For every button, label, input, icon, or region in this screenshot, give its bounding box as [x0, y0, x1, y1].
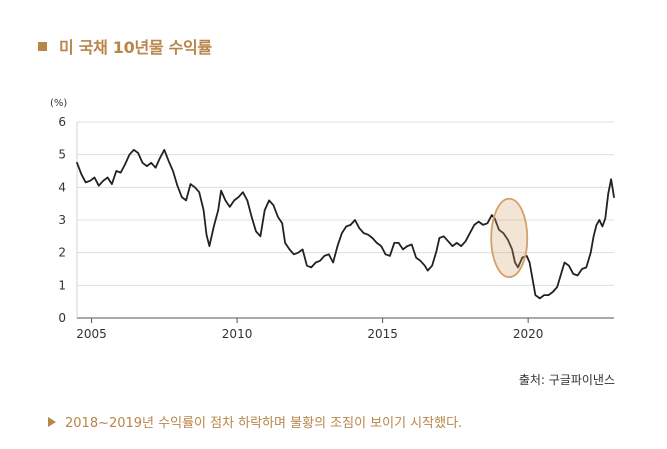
y-tick-labels: 0 1 2 3 4 5 6	[58, 115, 66, 325]
y-axis-label: (%)	[50, 98, 67, 109]
y-tick-label: 4	[58, 180, 66, 194]
annotations-group	[490, 197, 529, 279]
x-tick-label: 2005	[76, 327, 107, 341]
y-tick-label: 5	[58, 148, 66, 162]
series-line	[76, 148, 615, 300]
caption: 2018~2019년 수익률이 점차 하락하며 불황의 조짐이 보이기 시작했다…	[48, 412, 462, 431]
caption-text: 2018~2019년 수익률이 점차 하락하며 불황의 조짐이 보이기 시작했다…	[65, 416, 463, 431]
source-note: 출처: 구글파이낸스	[518, 373, 615, 387]
x-tick-labels: 2005 2010 2015 2020	[76, 318, 543, 341]
y-tick-label: 1	[58, 278, 66, 292]
x-tick-label: 2015	[367, 327, 398, 341]
y-tick-label: 2	[58, 246, 66, 260]
y-tick-label: 0	[58, 311, 66, 325]
y-tick-label: 3	[58, 213, 66, 227]
x-tick-label: 2010	[222, 327, 253, 341]
series-group	[76, 148, 615, 300]
caption-triangle-icon	[48, 416, 56, 427]
title-square-icon	[38, 41, 47, 51]
highlight-ellipse	[490, 197, 529, 279]
chart-title-text: 미 국채 10년물 수익률	[59, 38, 212, 57]
y-tick-label: 6	[58, 115, 66, 129]
grid-lines	[76, 121, 614, 319]
x-tick-label: 2020	[513, 327, 544, 341]
chart-title: 미 국채 10년물 수익률	[38, 34, 212, 58]
